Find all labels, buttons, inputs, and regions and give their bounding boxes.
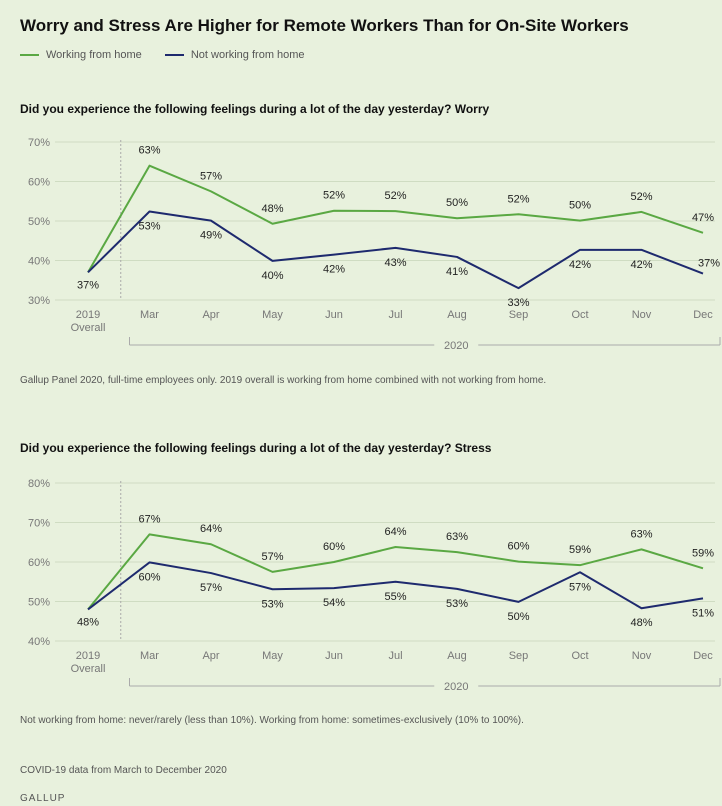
series-line-working-from-home [87, 164, 704, 273]
data-label: 48% [630, 617, 652, 629]
legend-item-working-from-home: Working from home [20, 49, 142, 61]
series-line-not-working-from-home [87, 561, 704, 611]
data-label: 37% [698, 258, 720, 270]
x-tick-label: Aug [447, 309, 467, 321]
data-label: 37% [77, 279, 99, 291]
data-label: 42% [323, 264, 345, 276]
data-label: 53% [446, 598, 468, 610]
y-tick-label: 30% [28, 295, 50, 307]
x-tick-label: May [262, 309, 283, 321]
data-label: 52% [630, 191, 652, 203]
x-tick-label: Apr [202, 309, 219, 321]
legend-item-not-working-from-home: Not working from home [164, 49, 305, 61]
x-tick-label: 2019 Overall [71, 309, 106, 334]
legend-swatch-not-working-from-home [164, 54, 184, 56]
data-label: 33% [507, 297, 529, 309]
legend-label: Not working from home [190, 49, 305, 61]
x-tick-label: Dec [693, 309, 713, 321]
data-label: 63% [138, 145, 160, 157]
x-tick-label: May [262, 650, 283, 662]
group-label: 2020 [444, 681, 468, 693]
data-label: 48% [77, 616, 99, 628]
x-tick-label: Apr [202, 650, 219, 662]
data-label: 55% [384, 591, 406, 603]
data-label: 63% [446, 531, 468, 543]
data-label: 59% [569, 544, 591, 556]
data-label: 64% [384, 526, 406, 538]
data-label: 63% [630, 528, 652, 540]
x-tick-label: 2019 Overall [71, 650, 106, 675]
data-label: 50% [446, 197, 468, 209]
data-label: 49% [200, 230, 222, 242]
data-label: 43% [384, 257, 406, 269]
x-tick-label: Mar [140, 650, 159, 662]
x-tick-label: Jul [388, 650, 402, 662]
data-label: 42% [569, 259, 591, 271]
series-line-working-from-home [87, 533, 704, 611]
y-tick-label: 40% [28, 636, 50, 648]
x-tick-label: Dec [693, 650, 713, 662]
group-label: 2020 [444, 340, 468, 352]
data-label: 50% [569, 200, 591, 212]
y-tick-label: 60% [28, 177, 50, 189]
data-label: 60% [507, 541, 529, 553]
legend-label: Working from home [46, 49, 142, 61]
worry-line-chart: 30% 40% 50% 60% 70% 2019 Overall Mar Apr May Jun Ju… [28, 137, 721, 352]
data-label: 48% [261, 203, 283, 215]
y-tick-label: 70% [28, 518, 50, 530]
data-label: 52% [507, 193, 529, 205]
source-note: Gallup Panel 2020, full-time employees o… [20, 375, 547, 386]
gallup-brand: GALLUP [20, 793, 66, 804]
x-tick-label: Nov [632, 309, 652, 321]
y-tick-label: 50% [28, 597, 50, 609]
x-tick-label: Sep [509, 650, 529, 662]
data-label: 57% [200, 582, 222, 594]
data-label: 60% [138, 571, 160, 583]
data-label: 67% [138, 513, 160, 525]
x-tick-label: Sep [509, 309, 529, 321]
x-tick-label: Jun [325, 309, 343, 321]
data-label: 57% [200, 170, 222, 182]
data-label: 51% [692, 607, 714, 619]
x-tick-label: Nov [632, 650, 652, 662]
data-label: 50% [507, 611, 529, 623]
data-label: 52% [384, 190, 406, 202]
data-label: 57% [569, 581, 591, 593]
y-tick-label: 80% [28, 478, 50, 490]
data-label: 53% [261, 598, 283, 610]
x-tick-label: Mar [140, 309, 159, 321]
stress-chart-title: Did you experience the following feeling… [20, 441, 492, 455]
x-tick-label: Aug [447, 650, 467, 662]
x-tick-label: Oct [571, 309, 588, 321]
y-tick-label: 50% [28, 216, 50, 228]
y-tick-label: 40% [28, 256, 50, 268]
x-tick-label: Jun [325, 650, 343, 662]
legend-swatch-working-from-home [20, 54, 39, 56]
series-line-not-working-from-home [87, 210, 704, 290]
stress-line-chart: 40% 50% 60% 70% 80% 2019 Overall Mar Apr May Jun Ju… [28, 478, 721, 693]
x-tick-label: Oct [571, 650, 588, 662]
x-tick-label: Jul [388, 309, 402, 321]
data-label: 47% [692, 212, 714, 224]
data-label: 54% [323, 597, 345, 609]
data-label: 60% [323, 541, 345, 553]
y-tick-label: 60% [28, 557, 50, 569]
data-label: 52% [323, 190, 345, 202]
data-label: 59% [692, 547, 714, 559]
data-label: 40% [261, 270, 283, 282]
page-title: Worry and Stress Are Higher for Remote W… [20, 16, 629, 35]
data-label: 42% [630, 259, 652, 271]
y-tick-label: 70% [28, 137, 50, 149]
data-label: 57% [261, 551, 283, 563]
data-label: 53% [138, 221, 160, 233]
legend: Working from home Not working from home [20, 47, 325, 61]
covid-note: COVID-19 data from March to December 202… [20, 765, 227, 776]
data-label: 41% [446, 266, 468, 278]
data-label: 64% [200, 523, 222, 535]
worry-chart-title: Did you experience the following feeling… [20, 102, 490, 116]
definition-note: Not working from home: never/rarely (les… [20, 715, 524, 726]
